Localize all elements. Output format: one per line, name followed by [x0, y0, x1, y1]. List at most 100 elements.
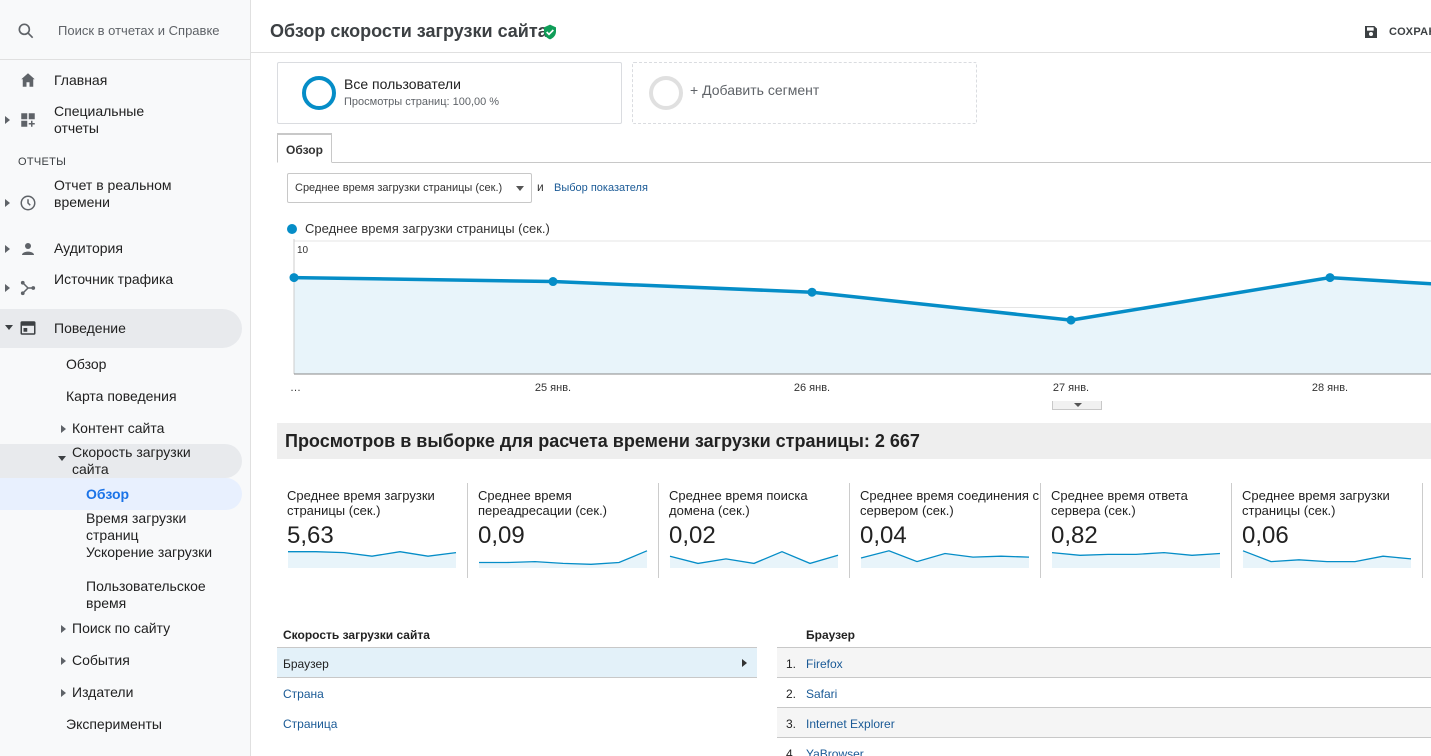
- timeline-chart: 105…25 янв.26 янв.27 янв.28 янв.: [289, 239, 1431, 394]
- acquisition-icon: [20, 280, 36, 296]
- sparkline-area: [288, 551, 456, 568]
- caret-right-icon: [61, 657, 66, 665]
- sidebar-subitem-label: События: [72, 652, 130, 668]
- row-number: 1.: [786, 657, 797, 671]
- metric-tile-value: 5,63: [287, 522, 334, 549]
- browser-link[interactable]: Safari: [806, 687, 838, 701]
- data-point[interactable]: [1325, 273, 1335, 283]
- sparkline-line: [860, 550, 1030, 563]
- sparkline-area: [1052, 552, 1220, 568]
- main-content: Все пользователи Просмотры страниц: 100,…: [267, 53, 1431, 756]
- sparkline-area: [1243, 550, 1411, 568]
- sidebar-item-audience[interactable]: Аудитория: [0, 238, 250, 260]
- sidebar-subsub-page-timings[interactable]: Время загрузки страниц: [86, 510, 187, 543]
- browser-link[interactable]: Internet Explorer: [806, 717, 895, 731]
- metric-tile-label: Среднее время поиска домена (сек.): [669, 488, 808, 518]
- dimension-row-label: Страница: [283, 717, 338, 731]
- metric-sparkline: [860, 550, 1030, 568]
- row-number: 4.: [786, 747, 797, 756]
- dimension-row-country[interactable]: Страна: [277, 678, 757, 708]
- behavior-icon: [20, 321, 36, 335]
- metric-dropdown[interactable]: Среднее время загрузки страницы (сек.): [287, 173, 532, 203]
- browser-link[interactable]: YaBrowser: [806, 747, 864, 756]
- tab-overview[interactable]: Обзор: [277, 133, 332, 163]
- segment-ring-icon: [302, 76, 336, 110]
- sidebar-subsub-speed-suggestions[interactable]: Ускорение загрузки: [86, 544, 213, 560]
- caret-right-icon: [5, 284, 10, 292]
- table-row: 3. Internet Explorer: [777, 708, 1431, 738]
- dimension-row-browser[interactable]: Браузер: [277, 648, 757, 678]
- metric-sparkline: [288, 551, 457, 568]
- browser-table-header: Браузер: [777, 628, 1431, 648]
- metric-sparkline: [479, 550, 648, 568]
- caret-right-icon: [61, 425, 66, 433]
- data-point[interactable]: [1066, 315, 1076, 325]
- sidebar-subitem-experiments[interactable]: Эксперименты: [66, 716, 162, 732]
- segment-title: Все пользователи: [344, 76, 461, 92]
- metric-tile[interactable]: Среднее время соединения с сервером (сек…: [850, 483, 1041, 578]
- add-segment-button[interactable]: + Добавить сегмент: [632, 62, 977, 124]
- browser-link[interactable]: Firefox: [806, 657, 843, 671]
- sparkline-area: [861, 550, 1029, 568]
- caret-down-icon: [5, 325, 13, 330]
- search-bar: [0, 0, 250, 60]
- sidebar-subsub-overview[interactable]: Обзор: [86, 486, 130, 502]
- metric-tile[interactable]: Среднее время загрузки страницы (сек.) 5,…: [277, 483, 468, 578]
- caret-right-icon: [5, 245, 10, 253]
- search-input[interactable]: [58, 19, 228, 41]
- sparkline-line: [669, 550, 839, 565]
- sidebar-subitem-events[interactable]: События: [61, 652, 130, 669]
- save-icon: [1365, 26, 1377, 38]
- x-tick-label: …: [290, 382, 301, 394]
- sidebar-subitem-site-search[interactable]: Поиск по сайту: [61, 620, 170, 637]
- metric-tile[interactable]: Среднее время поиска домена (сек.) 0,02: [659, 483, 850, 578]
- table-row: 2. Safari: [777, 678, 1431, 708]
- search-icon[interactable]: [16, 21, 36, 41]
- save-button[interactable]: СОХРАН: [1363, 22, 1431, 42]
- metric-sparkline: [1242, 550, 1412, 568]
- sidebar-selection-bg: [0, 478, 242, 510]
- sidebar-item-custom-reports[interactable]: Специальные отчеты: [0, 102, 250, 138]
- sparkline-line: [1242, 550, 1412, 563]
- sidebar-subitem-overview[interactable]: Обзор: [66, 356, 107, 372]
- metric-tile[interactable]: Среднее время ответа сервера (сек.) 0,82: [1041, 483, 1232, 578]
- sidebar-subitem-site-speed[interactable]: Скорость загрузки сайта: [58, 444, 202, 478]
- sidebar-item-home[interactable]: Главная: [0, 68, 250, 92]
- data-point[interactable]: [807, 287, 817, 297]
- segment-subtitle: Просмотры страниц: 100,00 %: [344, 96, 500, 108]
- sidebar-subsub-user-timings[interactable]: Пользовательское время: [86, 578, 206, 611]
- dimension-row-page[interactable]: Страница: [277, 708, 757, 738]
- data-point[interactable]: [548, 277, 558, 287]
- data-point[interactable]: [289, 273, 299, 283]
- home-icon: [21, 73, 35, 87]
- sidebar-subitem-site-content[interactable]: Контент сайта: [61, 420, 164, 437]
- select-metric-link[interactable]: Выбор показателя: [554, 182, 648, 194]
- metric-selected: Среднее время загрузки страницы (сек.): [295, 182, 503, 194]
- sparkline-line: [1051, 551, 1221, 556]
- segment-all-users[interactable]: Все пользователи Просмотры страниц: 100,…: [277, 62, 622, 124]
- caret-down-icon: [58, 456, 66, 461]
- sidebar-subitem-behavior-flow[interactable]: Карта поведения: [66, 388, 177, 404]
- caret-right-icon: [5, 116, 10, 124]
- x-tick-label: 25 янв.: [535, 382, 571, 394]
- sidebar-subitem-label: Издатели: [72, 684, 134, 700]
- sidebar-item-realtime[interactable]: Отчет в реальном времени: [0, 176, 250, 228]
- x-tick-label: 27 янв.: [1053, 382, 1089, 394]
- chart-expand-handle[interactable]: [1052, 401, 1102, 410]
- metric-tile[interactable]: Среднее время переадресации (сек.) 0,09: [468, 483, 659, 578]
- sparkline-area: [479, 550, 647, 568]
- series-line: [293, 275, 1431, 322]
- dropdown-arrow-icon: [516, 186, 524, 191]
- metric-sparkline: [1051, 551, 1221, 568]
- sidebar-subitem-publisher[interactable]: Издатели: [61, 684, 134, 701]
- metric-tile-value: 0,02: [669, 522, 716, 549]
- sidebar-item-behavior[interactable]: Поведение: [0, 309, 242, 348]
- metric-tile-value: 0,06: [1242, 522, 1289, 549]
- section-label-reports: ОТЧЕТЫ: [18, 156, 67, 168]
- row-number: 3.: [786, 717, 797, 731]
- sidebar-item-label: Отчет в реальном времени: [54, 177, 172, 210]
- sidebar-item-acquisition[interactable]: Источник трафика: [0, 270, 250, 306]
- metric-tile[interactable]: Среднее время загрузки страницы (сек.) 0,…: [1232, 483, 1423, 578]
- row-number: 2.: [786, 687, 797, 701]
- caret-right-icon: [61, 625, 66, 633]
